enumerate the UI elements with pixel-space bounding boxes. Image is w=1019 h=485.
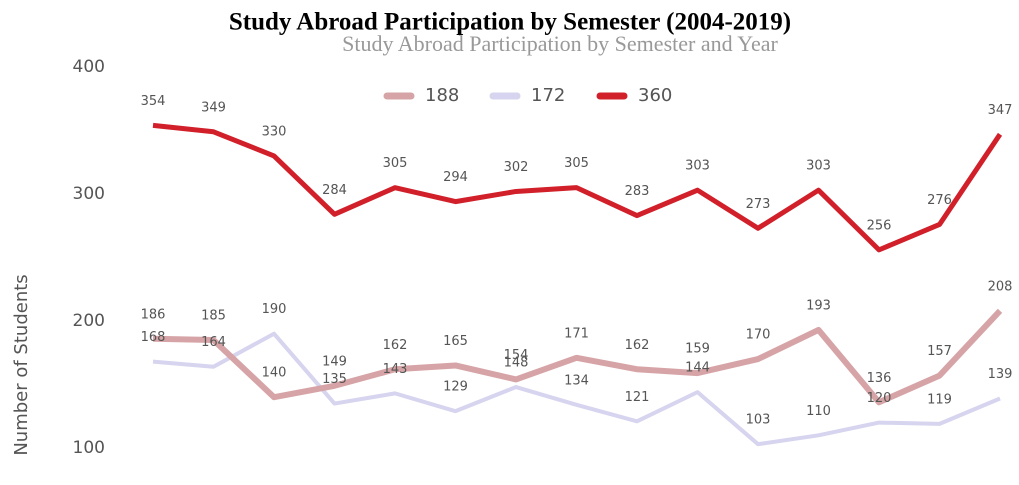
data-label: 129 — [443, 380, 468, 395]
data-label: 162 — [383, 338, 408, 353]
data-label: 136 — [867, 371, 892, 386]
data-label: 170 — [746, 328, 771, 343]
data-label: 305 — [383, 156, 408, 171]
data-label: 349 — [201, 100, 226, 115]
legend-label: 360 — [638, 85, 672, 106]
data-label: 148 — [504, 356, 529, 371]
data-label: 256 — [867, 218, 892, 233]
data-label: 305 — [564, 156, 589, 171]
y-tick-label: 300 — [73, 184, 105, 204]
data-label: 149 — [322, 354, 347, 369]
y-tick-label: 200 — [73, 311, 105, 331]
data-label: 303 — [806, 159, 831, 174]
data-label: 276 — [927, 193, 952, 208]
legend-label: 172 — [531, 85, 565, 106]
data-label: 303 — [685, 159, 710, 174]
data-label: 193 — [806, 298, 831, 313]
data-label: 135 — [322, 372, 347, 387]
data-label: 157 — [927, 344, 952, 359]
series-line — [152, 331, 1001, 447]
y-tick-label: 100 — [73, 438, 105, 458]
y-axis-label: Number of Students — [11, 274, 32, 455]
data-label: 120 — [867, 391, 892, 406]
data-label: 139 — [988, 367, 1013, 382]
data-label: 154 — [504, 348, 529, 363]
data-label: 140 — [262, 366, 287, 381]
data-label: 294 — [443, 170, 468, 185]
data-label: 283 — [625, 184, 650, 199]
data-label: 168 — [141, 330, 166, 345]
data-label: 185 — [201, 309, 226, 324]
data-label: 165 — [443, 334, 468, 349]
series-line — [152, 308, 1003, 406]
data-label: 143 — [383, 362, 408, 377]
data-label: 119 — [927, 392, 952, 407]
data-label: 162 — [625, 338, 650, 353]
y-tick-label: 400 — [73, 57, 105, 77]
data-label: 208 — [988, 279, 1013, 294]
chart-subtitle: Study Abroad Participation by Semester a… — [342, 31, 778, 56]
legend-label: 188 — [425, 85, 459, 106]
data-label: 103 — [746, 413, 771, 428]
data-label: 284 — [322, 183, 347, 198]
data-label: 110 — [806, 404, 831, 419]
data-label: 164 — [201, 335, 226, 350]
data-label: 273 — [746, 197, 771, 212]
data-label: 330 — [262, 124, 287, 139]
data-label: 144 — [685, 361, 710, 376]
data-label: 134 — [564, 373, 589, 388]
series-line — [152, 122, 1003, 253]
data-label: 347 — [988, 103, 1013, 118]
data-label: 186 — [141, 307, 166, 322]
data-label: 171 — [564, 326, 589, 341]
chart-title: Study Abroad Participation by Semester (… — [229, 9, 791, 36]
data-label: 190 — [262, 302, 287, 317]
data-label: 121 — [625, 390, 650, 405]
data-label: 354 — [141, 94, 166, 109]
data-label: 159 — [685, 342, 710, 357]
data-label: 302 — [504, 160, 529, 175]
